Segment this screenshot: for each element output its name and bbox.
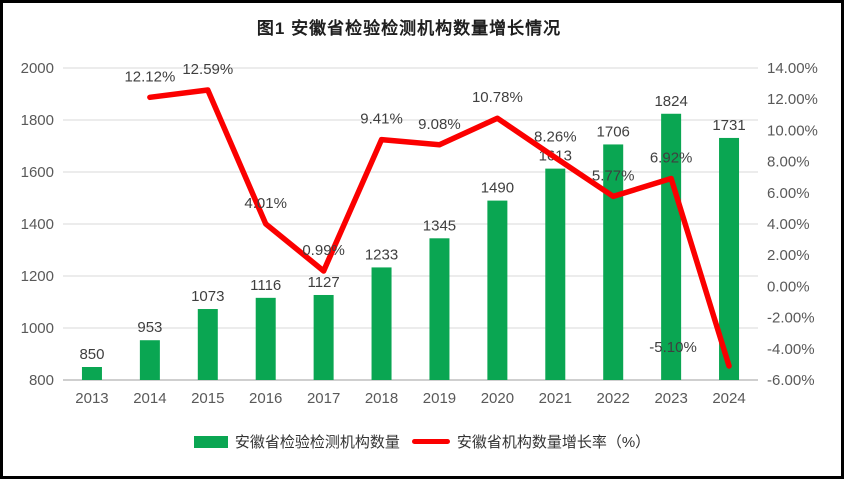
x-axis-tick: 2024 <box>712 390 745 407</box>
bar-2016 <box>255 297 276 380</box>
line-label: 10.78% <box>472 89 523 106</box>
y-axis-tick-right: 14.00% <box>767 60 818 77</box>
x-axis-tick: 2023 <box>654 390 687 407</box>
x-axis-tick: 2021 <box>539 390 572 407</box>
bar-label: 1706 <box>597 123 630 140</box>
x-axis-tick: 2013 <box>75 390 108 407</box>
y-axis-tick-right: 6.00% <box>767 185 810 202</box>
bar-2014 <box>139 340 160 380</box>
y-axis-tick-left: 1400 <box>21 216 54 233</box>
line-series-label: 安徽省机构数量增长率（%） <box>456 434 651 451</box>
line-label: 8.26% <box>534 129 577 146</box>
y-axis-tick-right: 2.00% <box>767 247 810 264</box>
bar-2015 <box>197 309 218 380</box>
bar-label: 1824 <box>654 93 687 110</box>
x-axis-tick: 2015 <box>191 390 224 407</box>
bar-label: 1490 <box>481 180 514 197</box>
legend: 安徽省检验检测机构数量 安徽省机构数量增长率（%） <box>3 431 841 452</box>
bar-series-label: 安徽省检验检测机构数量 <box>234 434 400 451</box>
bar-2019 <box>429 238 450 380</box>
bar-2017 <box>313 294 334 380</box>
y-axis-tick-left: 800 <box>29 372 54 389</box>
bar-label: 1127 <box>307 274 339 291</box>
line-label: 0.99% <box>302 242 345 259</box>
y-axis-tick-right: 0.00% <box>767 278 810 295</box>
y-axis-tick-right: 8.00% <box>767 154 810 171</box>
bar-2018 <box>371 267 392 380</box>
legend-item-line-series: 安徽省机构数量增长率（%） <box>411 431 651 452</box>
y-axis-tick-left: 1600 <box>21 164 54 181</box>
legend-item-bar-series: 安徽省检验检测机构数量 <box>193 431 400 452</box>
bar-series-swatch <box>193 435 228 448</box>
line-label: 6.92% <box>650 149 693 166</box>
x-axis-tick: 2016 <box>249 390 282 407</box>
x-axis-tick: 2014 <box>133 390 166 407</box>
y-axis-tick-right: 4.00% <box>767 216 810 233</box>
y-axis-tick-right: -2.00% <box>767 310 815 327</box>
bar-label: 953 <box>137 319 162 336</box>
bar-2013 <box>81 367 102 380</box>
line-label: 9.08% <box>418 116 461 133</box>
x-axis-tick: 2022 <box>597 390 630 407</box>
line-label: 12.59% <box>182 61 233 78</box>
y-axis-tick-left: 1800 <box>21 112 54 129</box>
bar-2022 <box>603 144 624 380</box>
bar-label: 1073 <box>191 288 224 305</box>
line-label: -5.10% <box>649 339 697 356</box>
growth-rate-line <box>147 87 732 369</box>
y-axis-tick-right: -6.00% <box>767 372 815 389</box>
bar-label: 1233 <box>365 246 398 263</box>
x-axis-tick: 2017 <box>307 390 340 407</box>
bar-2020 <box>487 200 508 380</box>
bar-label: 850 <box>79 346 104 363</box>
line-label: 9.41% <box>360 111 403 128</box>
x-axis-tick: 2019 <box>423 390 456 407</box>
line-label: 12.12% <box>124 68 175 85</box>
chart-title: 图1 安徽省检验检测机构数量增长情况 <box>256 19 562 38</box>
plot-area: 800 1000 1200 1400 1600 1800 2000 -6.00% -4.00% -… <box>21 60 818 407</box>
line-label: 5.77% <box>592 167 635 184</box>
y-axis-tick-left: 1200 <box>21 268 54 285</box>
bar-2021 <box>545 168 566 380</box>
bar-label: 1731 <box>712 117 745 134</box>
y-axis-tick-right: 10.00% <box>767 122 818 139</box>
line-series-swatch <box>411 439 450 444</box>
y-axis-tick-right: 12.00% <box>767 91 818 108</box>
line-label: 4.01% <box>244 195 287 212</box>
y-axis-tick-left: 1000 <box>21 320 54 337</box>
bar-2024 <box>719 137 740 380</box>
bar-label: 1345 <box>423 217 456 234</box>
y-axis-tick-left: 2000 <box>21 60 54 77</box>
bar-label: 1116 <box>250 277 281 294</box>
x-axis-tick: 2018 <box>365 390 398 407</box>
x-axis-tick: 2020 <box>481 390 514 407</box>
y-axis-tick-right: -4.00% <box>767 341 815 358</box>
